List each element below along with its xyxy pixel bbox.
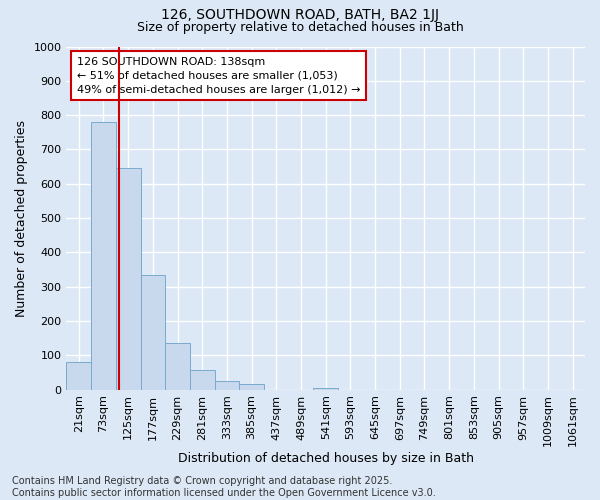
Bar	[116, 168, 140, 390]
Y-axis label: Number of detached properties: Number of detached properties	[15, 120, 28, 316]
Bar	[140, 274, 165, 390]
Bar	[215, 381, 239, 390]
Bar	[67, 362, 91, 390]
Text: 126 SOUTHDOWN ROAD: 138sqm
← 51% of detached houses are smaller (1,053)
49% of s: 126 SOUTHDOWN ROAD: 138sqm ← 51% of deta…	[77, 57, 360, 95]
Text: Contains HM Land Registry data © Crown copyright and database right 2025.
Contai: Contains HM Land Registry data © Crown c…	[12, 476, 436, 498]
Bar	[313, 388, 338, 390]
Bar	[190, 370, 215, 390]
X-axis label: Distribution of detached houses by size in Bath: Distribution of detached houses by size …	[178, 452, 474, 465]
Text: Size of property relative to detached houses in Bath: Size of property relative to detached ho…	[137, 21, 463, 34]
Bar	[91, 122, 116, 390]
Text: 126, SOUTHDOWN ROAD, BATH, BA2 1JJ: 126, SOUTHDOWN ROAD, BATH, BA2 1JJ	[161, 8, 439, 22]
Bar	[239, 384, 264, 390]
Bar	[165, 344, 190, 390]
